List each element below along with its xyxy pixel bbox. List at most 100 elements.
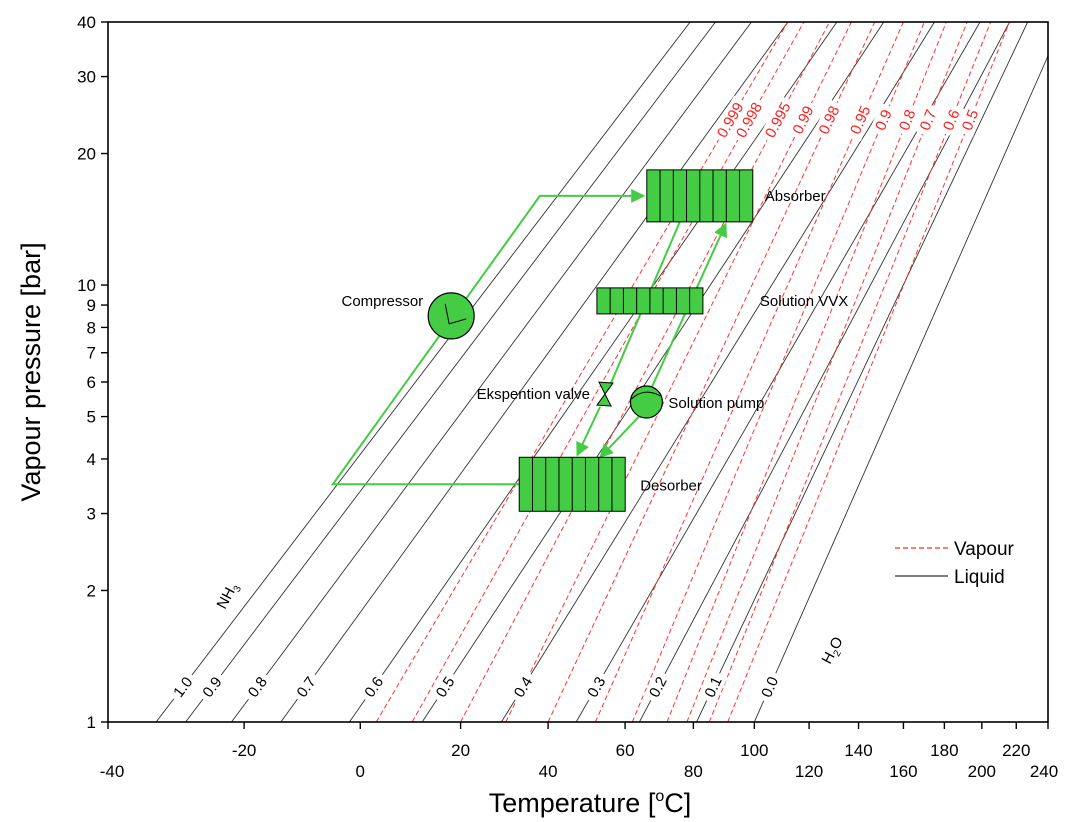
liquid-label-group: 0.2: [642, 669, 673, 705]
vapour-line: [666, 22, 947, 722]
y-tick-label: 1: [87, 713, 96, 732]
x-tick-label: 220: [1002, 741, 1030, 760]
vapour-line-label: 0.5: [959, 107, 983, 133]
y-tick-label: 2: [87, 581, 96, 600]
legend-vapour-label: Vapour: [954, 539, 1015, 560]
desorber-label: Desorber: [640, 477, 702, 494]
label-background: [729, 95, 769, 145]
liquid-line: [185, 22, 716, 722]
label-background: [812, 98, 846, 142]
liquid-label-group: 0.8: [241, 669, 274, 705]
x-tick-label: 200: [968, 762, 996, 781]
x-tick-label: 60: [616, 741, 635, 760]
label-background: [869, 102, 898, 138]
liquid-label-group: 1.0: [166, 669, 200, 705]
x-tick-label: 100: [740, 741, 768, 760]
vapour-line-label: 0.8: [896, 107, 920, 133]
y-tick-label: 7: [87, 344, 96, 363]
liquid-label-group: 0.1: [698, 669, 728, 705]
liquid-line: [753, 54, 1048, 722]
liquid-label-group: 0.5: [429, 669, 462, 705]
label-background: [241, 669, 274, 705]
h2o-label: H2O: [819, 634, 850, 668]
y-tick-label: 3: [87, 505, 96, 524]
liquid-line: [231, 22, 752, 722]
x-tick-label: 0: [356, 762, 365, 781]
liquid-line: [280, 22, 789, 722]
vapour-line: [505, 22, 852, 722]
y-axis-title: Vapour pressure [bar]: [16, 242, 46, 501]
y-tick-label: 10: [77, 276, 96, 295]
label-background: [290, 669, 323, 705]
vapour-line-label: 0.7: [917, 107, 941, 133]
y-tick-label: 30: [77, 68, 96, 87]
solution-pump-label: Solution pump: [668, 395, 764, 412]
vapour-label-group: 0.98: [812, 98, 846, 142]
vapour-label-group: 0.6: [937, 102, 966, 138]
liquid-line: [639, 22, 1010, 722]
label-background: [357, 669, 390, 705]
x-tick-label: -20: [232, 741, 257, 760]
vapour-flow-line: [330, 188, 646, 486]
x-tick-label: 140: [844, 741, 872, 760]
vapour-label-group: 0.8: [893, 102, 922, 138]
label-background: [937, 102, 966, 138]
label-background: [429, 669, 462, 705]
y-tick-label: 9: [87, 296, 96, 315]
legend-liquid-label: Liquid: [954, 567, 1005, 588]
label-background: [195, 669, 229, 705]
x-tick-label: 120: [795, 762, 823, 781]
label-background: [755, 669, 785, 705]
liquid-label-group: 0.9: [195, 669, 229, 705]
plot-frame: [107, 21, 1049, 723]
x-axis-title: Temperature [oC]: [489, 788, 691, 818]
x-tick-label: 40: [539, 762, 558, 781]
y-tick-label: 8: [87, 318, 96, 337]
label-background: [642, 669, 673, 705]
vapour-line: [686, 22, 968, 722]
liquid-line: [349, 22, 838, 722]
vapour-line: [708, 22, 992, 722]
x-tick-label: -40: [100, 762, 125, 781]
label-background: [698, 669, 728, 705]
y-tick-label: 20: [77, 145, 96, 164]
expansion-valve-label: Ekspention valve: [477, 386, 590, 403]
x-tick-label: 160: [889, 762, 917, 781]
y-tick-label: 40: [77, 13, 96, 32]
label-background: [893, 102, 922, 138]
liquid-line: [421, 22, 885, 722]
label-background: [581, 669, 612, 705]
label-background: [914, 102, 942, 138]
legend: Vapour Liquid: [895, 539, 1015, 588]
vapour-label-group: 0.7: [914, 102, 942, 138]
label-background: [956, 102, 985, 138]
nh3-label: NH3: [214, 579, 245, 613]
absorber-label: Absorber: [765, 188, 826, 205]
cycle-diagram: Absorber Solution VVX Desorber Compressor So…: [330, 169, 848, 512]
compressor-glyph: [444, 303, 467, 325]
liquid-line: [155, 22, 691, 722]
y-tick-label: 4: [87, 450, 96, 469]
vapour-line-label: 0.95: [847, 103, 874, 137]
label-background: [786, 98, 820, 142]
liquid-label-group: 0.4: [507, 669, 539, 705]
expansion-valve-symbol: [596, 381, 614, 407]
pump-symbol: [629, 385, 664, 419]
vapour-label-group: 0.9: [869, 102, 898, 138]
label-background: [710, 95, 750, 145]
x-tick-label: 180: [930, 741, 958, 760]
liquid-line: [696, 22, 1029, 722]
vapour-line: [727, 22, 1011, 722]
liquid-label-group: 0.7: [290, 669, 323, 705]
liquid-line: [501, 22, 935, 722]
liquid-line-label: 0.0: [758, 674, 782, 700]
pump-glyph: [631, 391, 661, 400]
vapour-line: [631, 22, 925, 722]
compressor-symbol: [427, 292, 475, 340]
liquid-label-group: 0.6: [357, 669, 390, 705]
x-tick-label: 240: [1030, 762, 1058, 781]
vapour-label-group: 0.5: [956, 102, 985, 138]
return-flow-line: [576, 406, 601, 457]
vapour-label-group: 0.95: [844, 98, 877, 142]
